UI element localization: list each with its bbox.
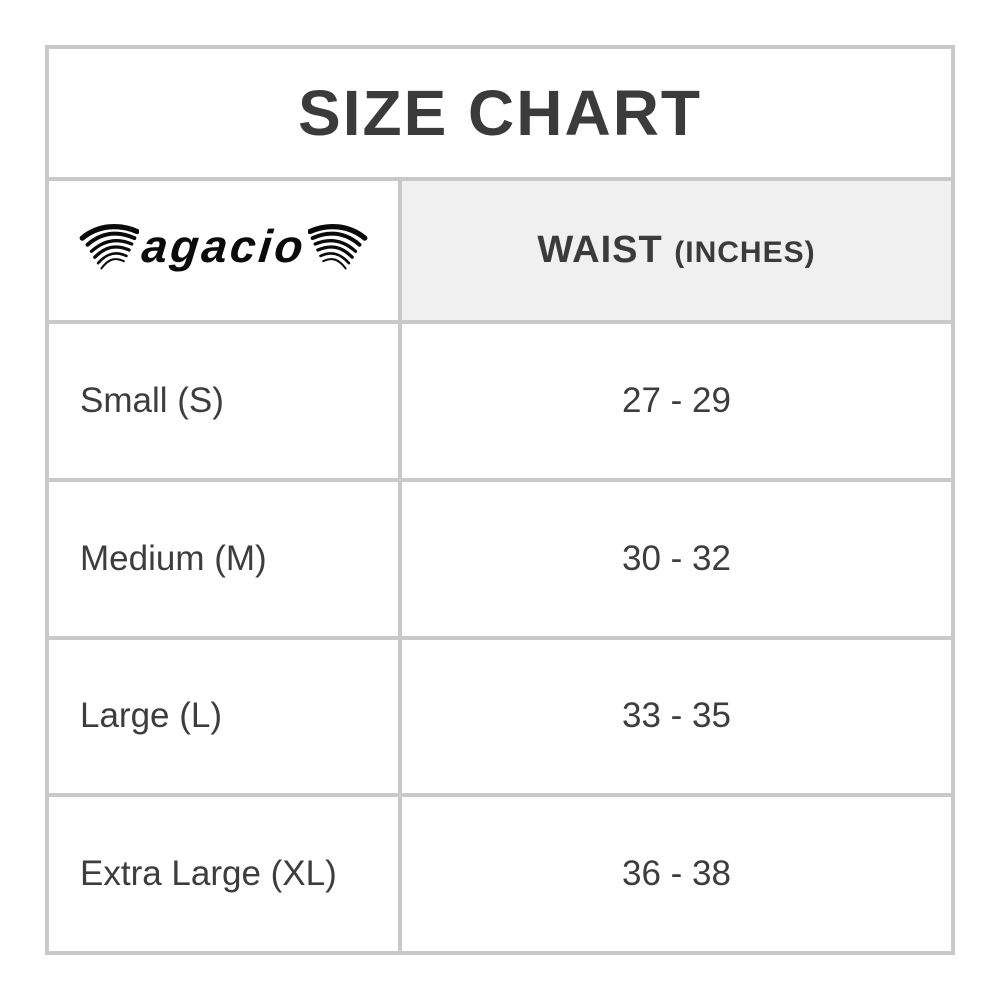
size-label: Extra Large (XL) bbox=[45, 793, 402, 955]
waist-header-label: WAIST bbox=[537, 229, 663, 271]
waist-column-header: WAIST (INCHES) bbox=[398, 177, 955, 324]
size-chart: SIZE CHART bbox=[45, 45, 955, 955]
page-title: SIZE CHART bbox=[45, 45, 955, 181]
brand-logo: agacio bbox=[73, 219, 375, 277]
header-row: agacio bbox=[45, 177, 955, 324]
title-row: SIZE CHART bbox=[45, 45, 955, 181]
wing-icon bbox=[79, 223, 139, 270]
waist-header-unit: (INCHES) bbox=[674, 236, 816, 269]
size-label: Large (L) bbox=[45, 635, 402, 798]
brand-name: agacio bbox=[139, 220, 309, 272]
table-row: Large (L) 33 - 35 bbox=[45, 635, 955, 798]
size-chart-table: SIZE CHART bbox=[45, 45, 955, 955]
waist-value: 30 - 32 bbox=[398, 477, 955, 640]
size-label: Medium (M) bbox=[45, 477, 402, 640]
table-row: Small (S) 27 - 29 bbox=[45, 320, 955, 482]
waist-value: 27 - 29 bbox=[398, 320, 955, 482]
wing-icon bbox=[308, 223, 368, 270]
waist-value: 33 - 35 bbox=[398, 635, 955, 798]
brand-logo-cell: agacio bbox=[45, 177, 402, 324]
table-row: Extra Large (XL) 36 - 38 bbox=[45, 793, 955, 955]
table-row: Medium (M) 30 - 32 bbox=[45, 477, 955, 640]
size-label: Small (S) bbox=[45, 320, 402, 482]
waist-value: 36 - 38 bbox=[398, 793, 955, 955]
